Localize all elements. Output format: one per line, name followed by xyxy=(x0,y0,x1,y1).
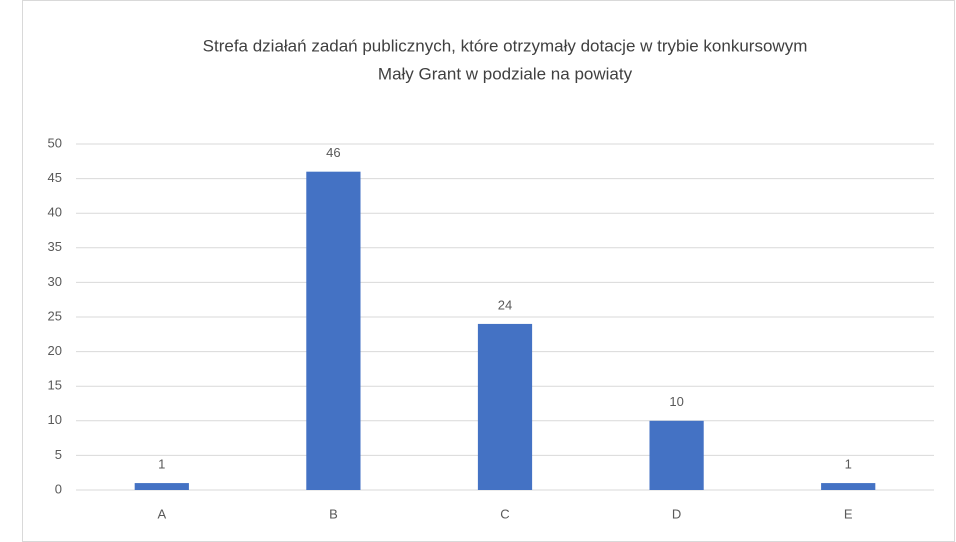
y-tick-label: 35 xyxy=(48,239,62,254)
bar xyxy=(477,323,533,490)
bar xyxy=(649,420,704,490)
x-tick-label: D xyxy=(672,506,681,521)
chart-title: Mały Grant w podziale na powiaty xyxy=(378,64,633,83)
x-tick-label: E xyxy=(844,506,853,521)
y-tick-label: 5 xyxy=(55,447,62,462)
x-tick-label: A xyxy=(157,506,166,521)
bar xyxy=(306,171,361,490)
y-tick-label: 0 xyxy=(55,481,62,496)
bar xyxy=(821,483,876,490)
x-tick-label: C xyxy=(500,506,509,521)
y-tick-label: 45 xyxy=(48,170,62,185)
bar xyxy=(134,483,189,490)
data-label: 46 xyxy=(326,145,340,160)
y-tick-label: 50 xyxy=(48,135,62,150)
y-tick-label: 20 xyxy=(48,343,62,358)
y-tick-label: 30 xyxy=(48,274,62,289)
y-tick-label: 10 xyxy=(48,412,62,427)
data-label: 1 xyxy=(158,457,165,472)
y-tick-label: 25 xyxy=(48,308,62,323)
y-tick-label: 40 xyxy=(48,205,62,220)
y-tick-label: 15 xyxy=(48,378,62,393)
data-label: 24 xyxy=(498,297,512,312)
data-label: 1 xyxy=(845,457,852,472)
x-tick-label: B xyxy=(329,506,338,521)
data-label: 10 xyxy=(669,394,683,409)
chart-title: Strefa działań zadań publicznych, które … xyxy=(203,36,808,55)
